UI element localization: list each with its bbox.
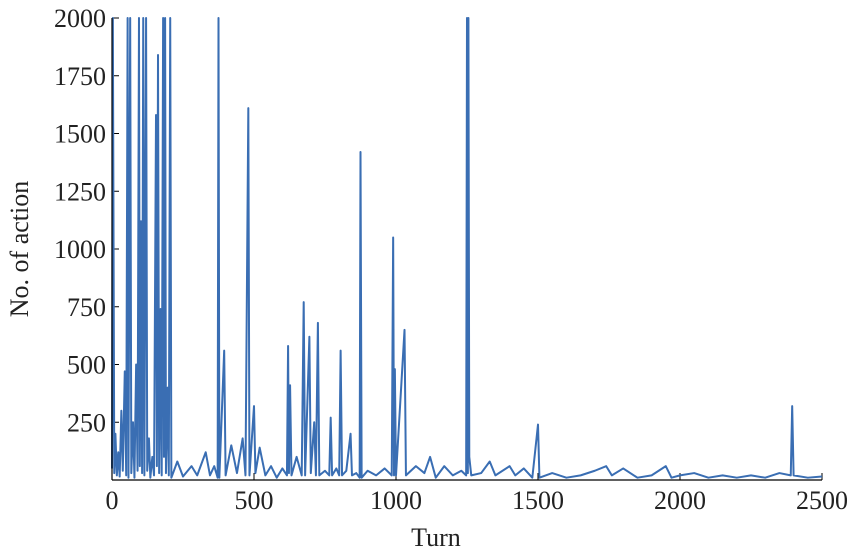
x-axis-label: Turn	[411, 523, 461, 552]
y-tick-label: 2000	[54, 4, 106, 33]
x-tick-label: 1000	[370, 486, 422, 515]
y-axis-label: No. of action	[5, 181, 34, 317]
x-tick-label: 0	[106, 486, 119, 515]
y-tick-label: 1000	[54, 235, 106, 264]
y-tick-label: 1750	[54, 62, 106, 91]
x-tick-label: 2500	[796, 486, 848, 515]
x-tick-label: 1500	[512, 486, 564, 515]
y-tick-label: 750	[67, 293, 106, 322]
y-tick-label: 1250	[54, 177, 106, 206]
line-series	[111, 17, 823, 479]
y-tick-label: 1500	[54, 120, 106, 149]
x-tick-label: 2000	[654, 486, 706, 515]
y-tick-label: 500	[67, 351, 106, 380]
x-tick-label: 500	[235, 486, 274, 515]
y-tick-label: 250	[67, 408, 106, 437]
